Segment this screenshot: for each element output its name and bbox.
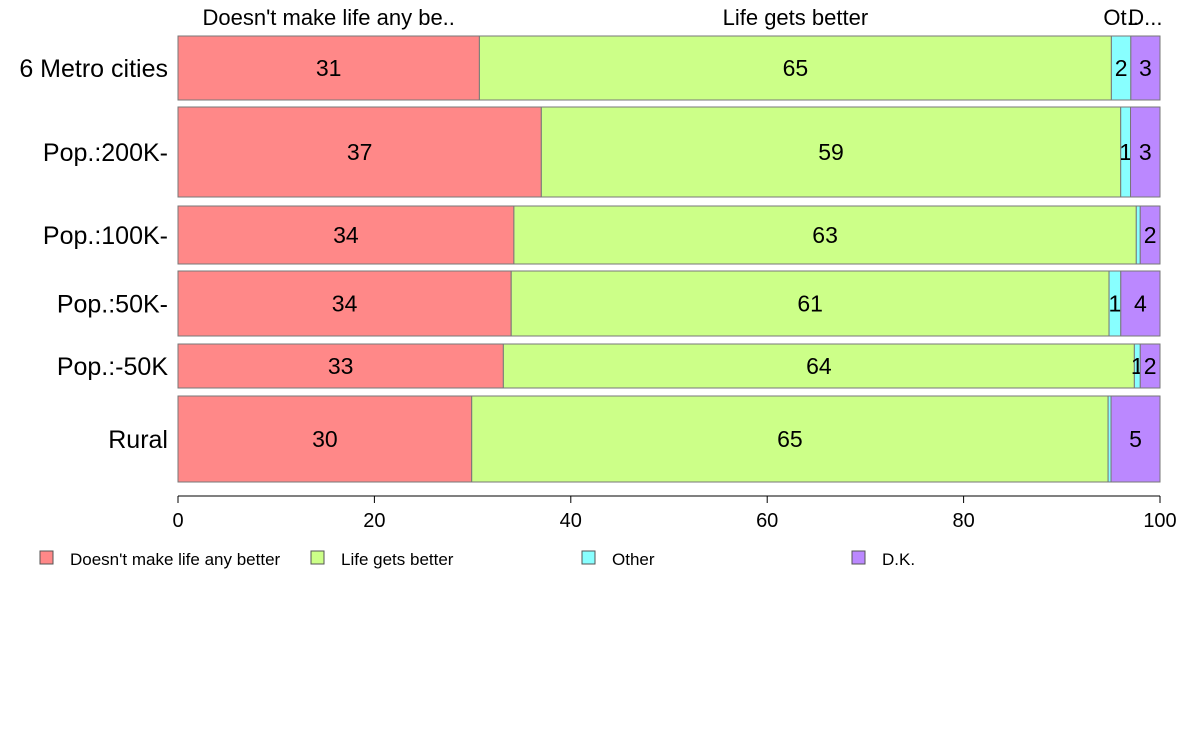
x-tick-label: 40: [560, 510, 582, 532]
data-label: 33: [328, 353, 354, 379]
data-label: 65: [783, 55, 809, 81]
bar-rural-d-k: [1110, 395, 1161, 483]
bar-pop-200k-life-gets-better: [540, 106, 1122, 198]
top-series-labels: Doesn't make life any be.. Life gets bett…: [202, 5, 1162, 30]
x-tick-label: 80: [952, 510, 974, 532]
bar-pop-200k-doesn-t-make-life-any-better: [177, 106, 542, 198]
data-label: 1: [1119, 139, 1132, 165]
legend: Doesn't make life any better Life gets be…: [39, 550, 915, 569]
x-tick-label: 100: [1143, 510, 1176, 532]
bar-pop-100k-life-gets-better: [513, 205, 1137, 265]
top-label-doesn-t-make-life-any-better: Doesn't make life any be..: [202, 5, 454, 30]
category-label: Pop.:200K-: [43, 139, 168, 167]
bar-pop-50k-d-k: [1139, 343, 1161, 389]
bars: 31 65 2 337 59 1 334 63 234 61 1 433 64 1 230 65 5: [177, 35, 1161, 483]
data-label: 34: [332, 291, 358, 317]
legend-swatch-d-k: [851, 550, 866, 565]
data-label: 64: [806, 353, 832, 379]
data-label: 2: [1144, 222, 1157, 248]
legend-swatch-doesn-t-make-life-any-better: [39, 550, 54, 565]
bar-pop-50k-d-k: [1120, 270, 1161, 337]
data-label: 61: [797, 291, 823, 317]
bar-6-metro-cities-d-k: [1130, 35, 1161, 101]
data-label: 3: [1139, 55, 1152, 81]
category-label: Pop.:50K-: [57, 291, 168, 319]
bar-6-metro-cities-life-gets-better: [478, 35, 1112, 101]
legend-label-life-gets-better: Life gets better: [341, 550, 454, 569]
data-label: 4: [1134, 291, 1147, 317]
data-label: 3: [1139, 139, 1152, 165]
bar-rural-life-gets-better: [471, 395, 1109, 483]
bar-pop-50k-doesn-t-make-life-any-better: [177, 343, 504, 389]
data-label: 30: [312, 426, 338, 452]
x-tick-label: 60: [756, 510, 778, 532]
bar-pop-50k-life-gets-better: [502, 343, 1135, 389]
data-label: 2: [1115, 55, 1128, 81]
legend-swatch-life-gets-better: [310, 550, 325, 565]
top-label-d-k: D...: [1128, 5, 1162, 30]
data-label: 63: [812, 222, 838, 248]
x-axis: 0 20 40 60 80 100: [172, 495, 1177, 532]
legend-label-d-k: D.K.: [882, 550, 915, 569]
data-label: 31: [316, 55, 342, 81]
legend-label-doesn-t-make-life-any-better: Doesn't make life any better: [70, 550, 281, 569]
bar-pop-200k-d-k: [1130, 106, 1161, 198]
data-label: 5: [1129, 426, 1142, 452]
bar-6-metro-cities-doesn-t-make-life-any-better: [177, 35, 480, 101]
legend-swatch-other: [581, 550, 596, 565]
data-label: 65: [777, 426, 803, 452]
category-label: Pop.:100K-: [43, 222, 168, 250]
legend-label-other: Other: [612, 550, 655, 569]
bar-pop-100k-other: [1135, 205, 1141, 265]
category-label: Rural: [108, 426, 168, 454]
data-label: 59: [818, 139, 844, 165]
data-label: 1: [1109, 291, 1122, 317]
bar-pop-100k-d-k: [1139, 205, 1161, 265]
category-label: Pop.:-50K: [57, 353, 169, 381]
top-label-other: Ot..: [1103, 5, 1138, 30]
category-label: 6 Metro cities: [19, 55, 168, 83]
x-tick-label: 20: [363, 510, 385, 532]
bar-rural-doesn-t-make-life-any-better: [177, 395, 473, 483]
top-label-life-gets-better: Life gets better: [723, 5, 869, 30]
category-labels: 6 Metro cities Pop.:200K- Pop.:100K- Pop.:5…: [19, 55, 168, 454]
bar-pop-50k-life-gets-better: [510, 270, 1110, 337]
data-label: 2: [1144, 353, 1157, 379]
x-tick-label: 0: [172, 510, 183, 532]
data-label: 37: [347, 139, 373, 165]
data-label: 34: [333, 222, 359, 248]
